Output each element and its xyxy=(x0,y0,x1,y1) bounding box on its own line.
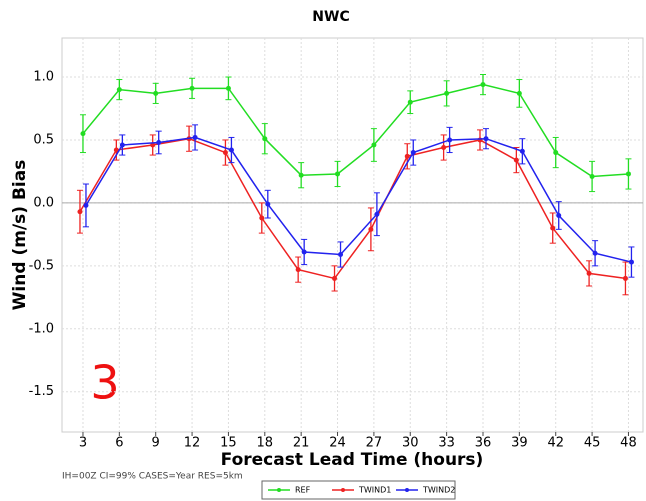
point xyxy=(586,270,592,276)
point xyxy=(150,142,156,148)
point xyxy=(116,87,122,93)
point xyxy=(625,171,631,177)
point xyxy=(519,148,525,154)
x-tick-label: 18 xyxy=(257,436,274,451)
point xyxy=(338,252,344,258)
footnote: IH=00Z CI=99% CASES=Year RES=5km xyxy=(62,472,243,482)
point xyxy=(301,249,307,255)
point xyxy=(513,157,519,163)
legend-label: REF xyxy=(295,486,311,495)
series-line xyxy=(79,137,626,280)
point xyxy=(295,267,301,273)
point xyxy=(441,145,447,151)
point xyxy=(113,147,119,153)
series-line xyxy=(82,83,629,178)
y-axis-label: Wind (m/s) Bias xyxy=(10,160,30,311)
point xyxy=(516,90,522,96)
x-tick-label: 42 xyxy=(547,436,564,451)
point xyxy=(371,142,377,148)
point xyxy=(119,142,125,148)
point xyxy=(335,171,341,177)
point xyxy=(628,259,634,265)
point xyxy=(189,85,195,91)
point xyxy=(553,150,559,156)
legend-label: TWIND2 xyxy=(422,486,455,495)
point xyxy=(77,209,83,215)
point xyxy=(222,150,228,156)
y-tick-label: 1.0 xyxy=(33,70,54,85)
point xyxy=(407,99,413,105)
point xyxy=(592,250,598,256)
legend-label: TWIND1 xyxy=(358,486,391,495)
x-tick-label: 48 xyxy=(620,436,637,451)
legend-marker xyxy=(341,488,345,492)
point xyxy=(262,136,268,142)
legend-box xyxy=(261,480,456,500)
point xyxy=(368,226,374,232)
point xyxy=(153,90,159,96)
point xyxy=(589,173,595,179)
x-tick-label: 24 xyxy=(329,436,346,451)
point xyxy=(192,134,198,140)
point xyxy=(480,82,486,88)
point xyxy=(80,131,86,137)
point xyxy=(228,147,234,153)
legend-marker xyxy=(277,488,281,492)
x-tick-label: 9 xyxy=(152,436,160,451)
point xyxy=(550,225,556,231)
y-tick-label: -1.0 xyxy=(29,321,54,336)
x-tick-label: 27 xyxy=(366,436,383,451)
y-tick-label: 0.0 xyxy=(33,195,54,210)
point xyxy=(444,90,450,96)
x-tick-label: 45 xyxy=(584,436,601,451)
x-tick-label: 6 xyxy=(115,436,123,451)
plot-frame xyxy=(61,37,644,433)
point xyxy=(374,211,380,217)
x-tick-label: 21 xyxy=(293,436,310,451)
point xyxy=(332,275,338,281)
annotation: 3 xyxy=(90,356,119,410)
x-tick-label: 15 xyxy=(220,436,237,451)
y-tick-label: -0.5 xyxy=(29,258,54,273)
point xyxy=(298,172,304,178)
x-axis-label: Forecast Lead Time (hours) xyxy=(221,450,484,470)
chart-title: NWC xyxy=(312,9,349,25)
x-tick-label: 12 xyxy=(184,436,201,451)
point xyxy=(483,136,489,142)
x-tick-label: 30 xyxy=(402,436,419,451)
x-tick-label: 3 xyxy=(79,436,87,451)
x-tick-label: 39 xyxy=(511,436,528,451)
point xyxy=(447,137,453,143)
point xyxy=(556,212,562,218)
series-line xyxy=(85,136,632,263)
point xyxy=(265,201,271,207)
legend-marker xyxy=(405,488,409,492)
point xyxy=(404,153,410,159)
point xyxy=(83,202,89,208)
point xyxy=(410,150,416,156)
point xyxy=(622,275,628,281)
point xyxy=(156,139,162,145)
y-tick-label: 0.5 xyxy=(33,132,54,147)
point xyxy=(259,215,265,221)
x-tick-label: 33 xyxy=(438,436,455,451)
point xyxy=(225,85,231,91)
y-tick-label: -1.5 xyxy=(29,384,54,399)
x-tick-label: 36 xyxy=(475,436,492,451)
